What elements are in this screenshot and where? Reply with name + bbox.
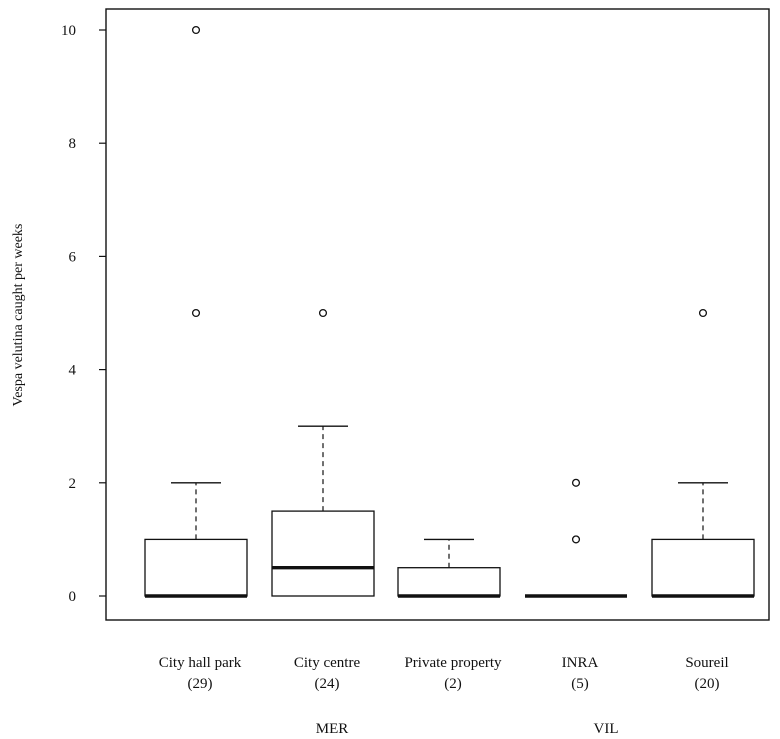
y-tick-label-0: 0 bbox=[69, 589, 77, 605]
outlier-point bbox=[571, 535, 581, 544]
y-tick-label-6: 6 bbox=[69, 249, 77, 265]
y-tick-label-10: 10 bbox=[61, 23, 76, 39]
y-tick-label-8: 8 bbox=[69, 136, 77, 152]
y-tick-label-2: 2 bbox=[69, 476, 77, 492]
box-iqr bbox=[144, 538, 248, 597]
box-city-hall-park bbox=[144, 25, 248, 598]
box-soureil bbox=[651, 308, 755, 598]
x-category-count: (20) bbox=[695, 676, 720, 692]
x-category-label: City centre bbox=[294, 655, 361, 671]
y-axis: 0 2 4 6 8 10 bbox=[61, 23, 106, 605]
y-axis-title: Vespa velutina caught per weeks bbox=[11, 224, 26, 407]
box-inra bbox=[525, 478, 627, 598]
x-category-count: (2) bbox=[444, 676, 462, 692]
x-category-label: Private property bbox=[404, 655, 502, 671]
outlier-point bbox=[571, 478, 581, 487]
group-labels: MER VIL bbox=[316, 721, 619, 737]
x-category-count: (29) bbox=[188, 676, 213, 692]
outlier-point bbox=[191, 25, 201, 35]
box-series bbox=[144, 25, 755, 598]
group-label-vil: VIL bbox=[594, 721, 619, 737]
x-category-count: (24) bbox=[315, 676, 340, 692]
box-iqr bbox=[651, 538, 755, 597]
plot-frame bbox=[105, 8, 770, 621]
outlier-point bbox=[191, 308, 201, 318]
x-category-count: (5) bbox=[571, 676, 589, 692]
box-iqr bbox=[397, 567, 501, 597]
y-tick-label-4: 4 bbox=[69, 363, 77, 379]
group-label-mer: MER bbox=[316, 721, 349, 737]
x-category-label: City hall park bbox=[159, 655, 242, 671]
x-axis-labels: City hall park (29) City centre (24) Private… bbox=[159, 655, 729, 692]
x-category-label: Soureil bbox=[685, 655, 728, 671]
box-private-property bbox=[397, 538, 501, 598]
box-city-centre bbox=[271, 308, 375, 597]
box-iqr bbox=[271, 510, 375, 597]
x-category-label: INRA bbox=[562, 655, 599, 671]
outlier-point bbox=[318, 308, 328, 318]
outlier-point bbox=[698, 308, 708, 318]
